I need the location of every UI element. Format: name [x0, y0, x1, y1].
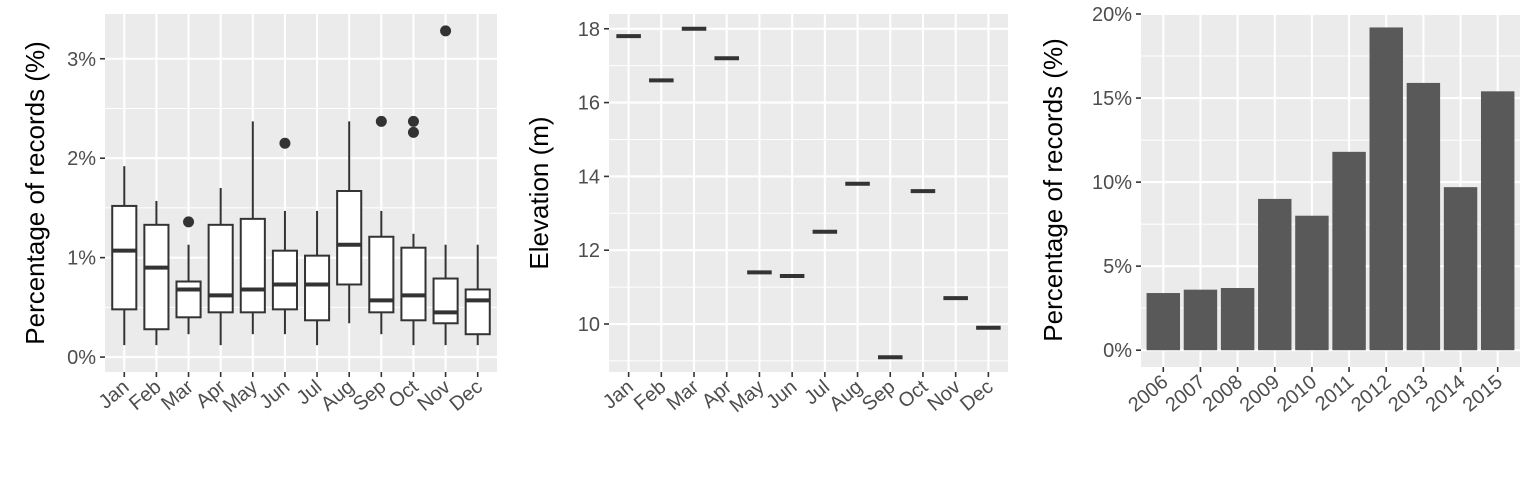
bar-2011 [1332, 151, 1366, 351]
data-marks [616, 26, 1001, 360]
y-axis: 10 12 14 16 18 [578, 19, 609, 336]
x-tick-label-dec: Dec [446, 376, 487, 416]
iqr-box-jun [271, 249, 298, 311]
x-tick-label-jan: Jan [599, 376, 638, 414]
iqr-box-may [239, 217, 266, 314]
panel-yearly-records: 0%5%10%15%20% 20062007200820092010201120… [1038, 4, 1520, 416]
y-tick-label: 5% [1103, 256, 1132, 278]
box-apr [207, 188, 234, 346]
iqr-box-feb [143, 223, 170, 331]
x-tick-label-2011: 2011 [1311, 371, 1358, 416]
data-marks [1146, 27, 1515, 351]
box-nov [432, 25, 459, 346]
iqr-box-apr [207, 223, 234, 314]
iqr-box-jan [111, 204, 138, 311]
bar-2009 [1258, 198, 1292, 351]
iqr-box-aug [336, 190, 363, 286]
box-jan [111, 166, 138, 346]
y-tick-label: 18 [578, 19, 600, 41]
y-tick-label: 10 [578, 314, 600, 336]
x-tick-label-dec: Dec [956, 376, 997, 416]
outlier-point-sep [375, 115, 387, 127]
bar-2006 [1146, 293, 1181, 351]
bar-2014 [1443, 187, 1478, 351]
y-tick-label: 10% [1092, 172, 1132, 194]
bar-2008 [1220, 287, 1255, 351]
y-gridlines [609, 27, 1008, 362]
y-axis: 0% 1% 2% 3% [67, 49, 105, 369]
box-dec [464, 244, 491, 346]
panel-background [105, 14, 497, 372]
bar-2007 [1183, 289, 1218, 351]
data-marks [111, 25, 491, 346]
box-aug [336, 121, 363, 324]
iqr-box-mar [175, 280, 202, 319]
y-axis-title: Elevation (m) [524, 116, 554, 269]
y-gridlines [105, 57, 497, 359]
y-axis-title: Percentage of records (%) [20, 41, 50, 344]
y-axis: 0% 5% 10% 15% 20% [1092, 4, 1141, 362]
box-feb [143, 200, 170, 346]
outlier-point-oct [407, 115, 419, 127]
bar-2012 [1369, 27, 1403, 351]
y-tick-label: 1% [67, 248, 96, 270]
outlier-point-mar [183, 216, 195, 228]
x-tick-label-2008: 2008 [1199, 371, 1247, 416]
y-tick-label: 12 [578, 240, 600, 262]
iqr-box-nov [432, 277, 459, 325]
x-tick-label-oct: Oct [894, 376, 932, 413]
outlier-point-nov [440, 25, 452, 37]
x-tick-label-2012: 2012 [1347, 371, 1395, 416]
box-oct [400, 115, 427, 346]
x-tick-label-2009: 2009 [1236, 371, 1284, 416]
iqr-box-dec [464, 288, 491, 336]
iqr-box-oct [400, 246, 427, 322]
y-tick-label: 2% [67, 148, 96, 170]
x-gridlines [627, 14, 990, 372]
x-tick-label-jun: Jun [255, 376, 294, 414]
y-tick-label: 0% [67, 347, 96, 369]
bar-2013 [1406, 82, 1441, 351]
box-jun [271, 137, 298, 335]
box-jul [304, 210, 331, 346]
y-tick-label: 14 [578, 166, 600, 188]
y-axis-title: Percentage of records (%) [1038, 38, 1068, 341]
bar-2015 [1480, 91, 1515, 351]
x-tick-label-2015: 2015 [1459, 371, 1507, 416]
y-tick-label: 0% [1103, 340, 1132, 362]
box-mar [175, 216, 202, 335]
bar-2010 [1295, 215, 1329, 351]
outlier-point-oct [407, 126, 419, 138]
panel-background [609, 14, 1008, 372]
x-tick-label-oct: Oct [385, 376, 423, 413]
x-tick-label-2010: 2010 [1273, 371, 1321, 416]
panel-monthly-records: 0% 1% 2% 3% JanFebMarAprMayJunJulAugSepOctN… [20, 14, 497, 417]
x-tick-label-jun: Jun [763, 376, 802, 414]
box-may [239, 121, 266, 335]
y-tick-label: 20% [1092, 4, 1132, 26]
box-sep [368, 115, 395, 335]
panel-monthly-elevation: 10 12 14 16 18 JanFebMarAprMayJunJulAugSepOc… [524, 14, 1008, 417]
y-tick-label: 15% [1092, 88, 1132, 110]
x-tick-label-2006: 2006 [1124, 371, 1172, 416]
y-tick-label: 16 [578, 93, 600, 115]
outlier-point-jun [279, 137, 291, 149]
x-tick-label-2013: 2013 [1384, 371, 1432, 416]
iqr-box-jul [304, 254, 331, 322]
y-tick-label: 3% [67, 49, 96, 71]
x-tick-label-2014: 2014 [1422, 371, 1470, 416]
x-tick-label-2007: 2007 [1161, 371, 1209, 416]
